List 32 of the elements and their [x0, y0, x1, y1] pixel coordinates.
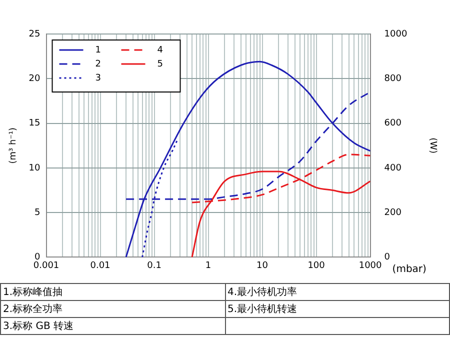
y2-tick-label: 0 — [384, 252, 390, 263]
x-tick-label: 0.01 — [90, 260, 110, 271]
legend-label: 1 — [95, 45, 101, 56]
y2-tick-label: 600 — [384, 118, 402, 129]
text: 1.标称峰值抽 — [0, 284, 225, 300]
y-axis-title: (m³ h⁻¹) — [8, 127, 19, 164]
y-tick-label: 25 — [28, 29, 40, 40]
x-tick-label: 100 — [308, 260, 326, 271]
text: 3.标称 GB 转速 — [0, 318, 225, 334]
y2-tick-label: 400 — [384, 163, 402, 174]
text: 4.最小待机功率 — [225, 284, 450, 300]
x-tick-label: 0.001 — [33, 260, 60, 271]
y-tick-label: 15 — [28, 118, 40, 129]
y-tick-label: 0 — [34, 252, 41, 263]
y-tick-label: 5 — [34, 208, 40, 218]
y2-tick-label: 800 — [384, 74, 402, 84]
legend-label: 2 — [95, 59, 101, 70]
y2-tick-label: 200 — [384, 208, 402, 218]
x-tick-label: 1 — [205, 260, 212, 271]
x-tick-label: 10 — [256, 260, 268, 271]
text: 5.最小待机转速 — [225, 300, 450, 318]
text: 2.标称全功率 — [0, 300, 225, 318]
y2-tick-label: 1000 — [384, 29, 408, 40]
y-tick-label: 20 — [28, 74, 41, 84]
legend-label: 3 — [95, 73, 101, 84]
legend-label: 5 — [157, 59, 163, 70]
y-tick-label: 10 — [28, 163, 41, 174]
x-axis-title: (mbar) — [392, 264, 427, 275]
legend-label: 4 — [157, 45, 164, 56]
x-tick-label: 0.1 — [147, 260, 162, 271]
x-tick-label: 1000 — [358, 260, 382, 271]
y2-axis-title: (W) — [427, 138, 438, 154]
